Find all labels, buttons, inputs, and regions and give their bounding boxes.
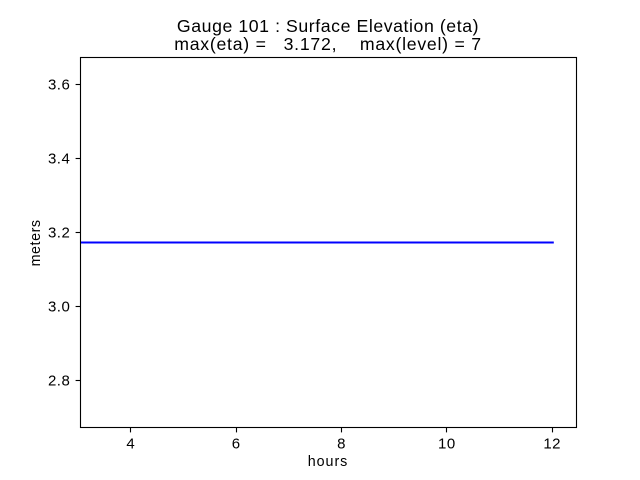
svg-text:meters: meters [28,219,44,266]
svg-text:3.0: 3.0 [48,299,70,316]
svg-text:12: 12 [543,435,561,452]
svg-text:2.8: 2.8 [48,373,70,390]
svg-text:Gauge 101 : Surface Elevation: Gauge 101 : Surface Elevation (eta) [177,16,479,36]
svg-text:hours: hours [308,454,349,470]
svg-text:3.6: 3.6 [48,77,70,94]
svg-text:8: 8 [337,435,346,452]
svg-text:4: 4 [126,435,135,452]
svg-text:3.4: 3.4 [48,151,70,168]
svg-text:max(eta) = 3.172, max(lev: max(eta) = 3.172, max(level) = 7 [174,34,482,54]
svg-text:6: 6 [232,435,241,452]
svg-text:10: 10 [438,435,456,452]
svg-text:3.2: 3.2 [48,225,70,242]
